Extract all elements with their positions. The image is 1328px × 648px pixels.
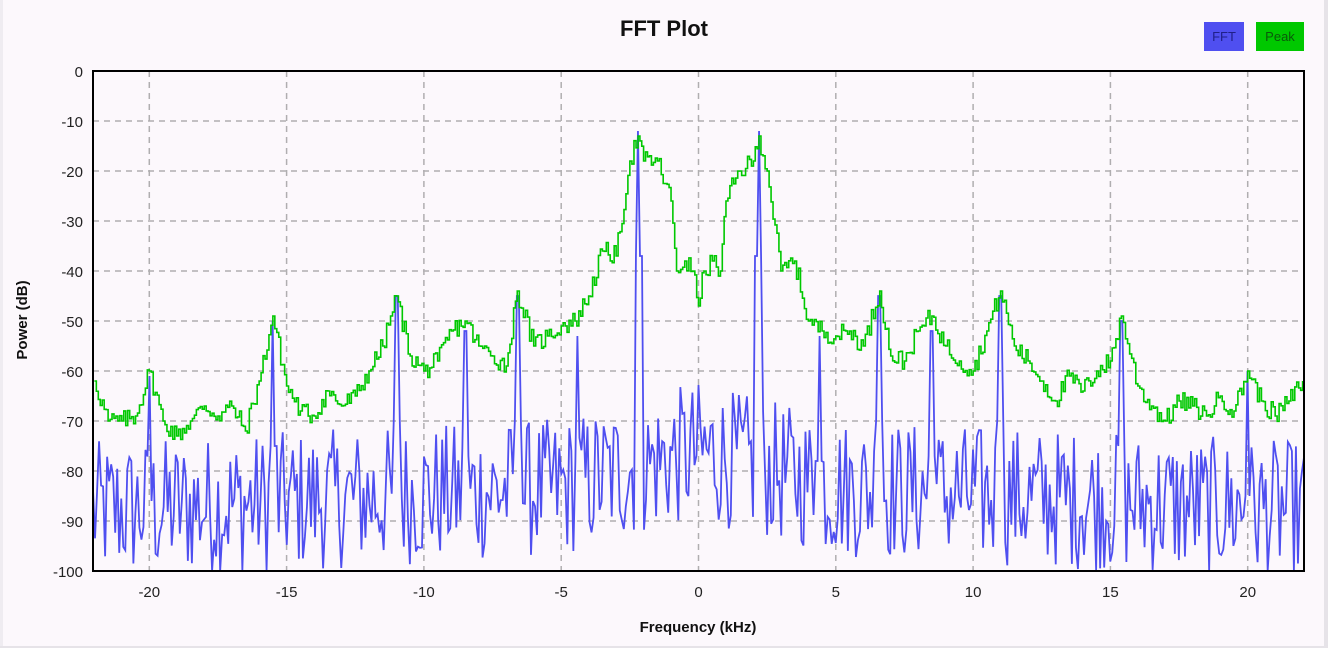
plot-frame [92,70,1305,572]
x-axis-ticks: -20 -15 -10 -5 0 5 10 15 20 [138,584,1256,601]
x-tick-label: 20 [1239,584,1256,601]
legend-item-peak[interactable]: Peak [1256,22,1304,51]
y-axis-label: Power (dB) [14,280,31,359]
y-tick-label: -60 [61,364,83,381]
legend-item-fft[interactable]: FFT [1204,22,1244,51]
y-tick-label: -100 [53,564,83,581]
x-axis-label: Frequency (kHz) [640,619,757,636]
y-tick-label: -30 [61,214,83,231]
x-tick-label: -20 [138,584,160,601]
x-tick-label: 10 [965,584,982,601]
chart-title: FFT Plot [620,16,708,41]
x-tick-label: 15 [1102,584,1119,601]
x-tick-label: -15 [276,584,298,601]
y-tick-label: -80 [61,464,83,481]
legend: FFT Peak [1204,22,1304,51]
x-tick-label: 0 [694,584,702,601]
peak-series-line [94,135,1304,441]
y-tick-label: -50 [61,314,83,331]
y-tick-label: -40 [61,264,83,281]
y-tick-label: -10 [61,114,83,131]
window-edge-right [1324,0,1328,648]
y-tick-label: -90 [61,514,83,531]
x-tick-label: 5 [832,584,840,601]
x-tick-label: -5 [555,584,568,601]
x-tick-label: -10 [413,584,435,601]
window-edge-bottom [0,646,1328,648]
y-tick-label: -70 [61,414,83,431]
legend-label-fft: FFT [1212,29,1236,44]
fft-series-line [93,130,1304,571]
y-tick-label: 0 [75,64,83,81]
legend-label-peak: Peak [1265,29,1295,44]
y-axis-ticks: 0 -10 -20 -30 -40 -50 -60 -70 -80 -90 -100 [53,64,83,581]
window-edge-left [0,0,3,648]
y-tick-label: -20 [61,164,83,181]
